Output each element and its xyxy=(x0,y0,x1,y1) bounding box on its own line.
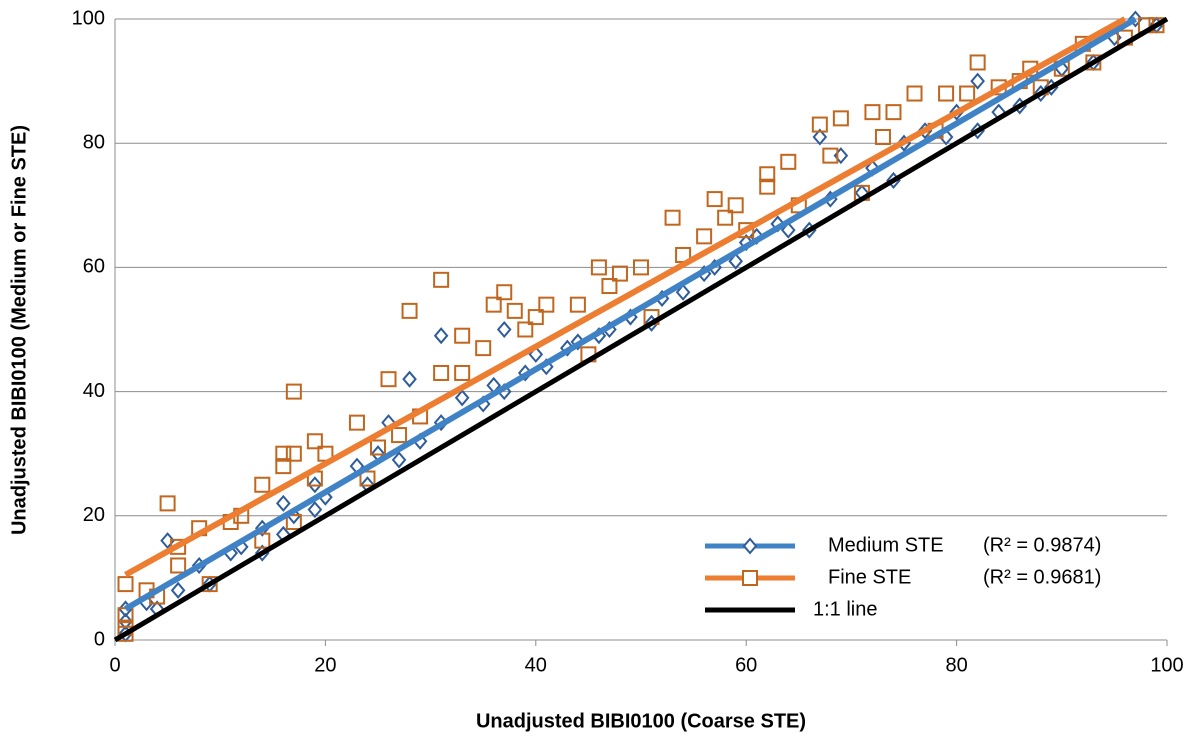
legend-marker xyxy=(742,570,758,586)
point xyxy=(380,371,397,388)
point xyxy=(938,85,955,102)
point xyxy=(433,327,449,345)
point xyxy=(159,495,176,512)
legend-label: 1:1 line xyxy=(813,598,878,620)
point xyxy=(118,612,133,630)
point xyxy=(402,370,417,388)
point xyxy=(370,439,386,456)
point xyxy=(276,494,291,512)
point xyxy=(170,581,186,599)
point xyxy=(664,209,681,226)
point xyxy=(433,271,450,288)
legend-label: Medium STE xyxy=(828,534,944,556)
point xyxy=(590,259,607,276)
reference-line xyxy=(113,16,1169,643)
point xyxy=(885,104,902,121)
point xyxy=(201,576,218,593)
point xyxy=(812,128,828,146)
point xyxy=(1128,10,1143,28)
point xyxy=(874,128,891,145)
point xyxy=(1085,54,1102,71)
point xyxy=(538,296,555,313)
point xyxy=(254,532,271,549)
point xyxy=(454,327,471,344)
point xyxy=(611,265,628,282)
point xyxy=(348,414,365,431)
point xyxy=(864,104,881,121)
point xyxy=(485,296,502,313)
y-tick-label: 0 xyxy=(94,628,105,650)
point xyxy=(527,309,544,326)
point xyxy=(906,85,923,102)
point xyxy=(811,116,828,133)
point xyxy=(728,252,743,270)
point xyxy=(454,389,470,407)
point xyxy=(117,576,134,593)
x-tick-label: 60 xyxy=(735,654,757,676)
point xyxy=(433,364,450,381)
legend-r2: (R² = 0.9874) xyxy=(983,534,1101,556)
point xyxy=(780,153,797,170)
point xyxy=(970,72,985,90)
legend-label: Fine STE xyxy=(828,566,911,588)
point xyxy=(275,458,292,475)
x-axis-label: Unadjusted BIBI0100 (Coarse STE) xyxy=(476,710,806,732)
point xyxy=(391,451,407,469)
trend-line xyxy=(124,16,1137,612)
point xyxy=(285,514,302,531)
x-tick-label: 40 xyxy=(525,654,547,676)
x-tick-label: 0 xyxy=(109,654,120,676)
point xyxy=(254,476,271,493)
trend-line xyxy=(124,16,1127,578)
y-tick-label: 20 xyxy=(83,504,105,526)
point xyxy=(401,302,418,319)
y-tick-label: 40 xyxy=(83,380,105,402)
point xyxy=(307,476,323,494)
point xyxy=(454,364,471,381)
point xyxy=(517,321,534,338)
point xyxy=(160,532,175,550)
point xyxy=(959,85,976,102)
x-tick-label: 80 xyxy=(945,654,967,676)
point xyxy=(706,191,723,208)
point xyxy=(675,283,691,301)
point xyxy=(717,209,734,226)
point xyxy=(285,445,302,462)
point xyxy=(780,221,796,239)
point xyxy=(359,470,376,487)
point xyxy=(391,427,408,444)
point xyxy=(475,340,492,357)
point xyxy=(832,110,849,127)
point xyxy=(696,228,713,245)
point xyxy=(506,302,523,319)
y-axis-label: Unadjusted BIBI0100 (Medium or Fine STE) xyxy=(8,125,30,535)
point xyxy=(759,166,776,183)
point xyxy=(275,445,292,462)
point xyxy=(569,296,586,313)
point xyxy=(601,278,618,295)
point xyxy=(727,197,744,214)
y-tick-label: 100 xyxy=(72,7,105,29)
point xyxy=(969,54,986,71)
point xyxy=(306,433,323,450)
x-tick-label: 20 xyxy=(314,654,336,676)
legend-r2: (R² = 0.9681) xyxy=(983,566,1101,588)
point xyxy=(170,557,187,574)
point xyxy=(496,284,513,301)
point xyxy=(307,501,323,519)
x-tick-label: 100 xyxy=(1150,654,1183,676)
point xyxy=(759,178,776,195)
y-tick-label: 80 xyxy=(83,131,105,153)
legend-marker xyxy=(742,537,758,555)
point xyxy=(496,320,512,339)
point xyxy=(822,147,839,164)
point xyxy=(633,259,649,276)
y-tick-label: 60 xyxy=(83,256,105,278)
point xyxy=(1148,17,1165,34)
point xyxy=(285,383,302,400)
